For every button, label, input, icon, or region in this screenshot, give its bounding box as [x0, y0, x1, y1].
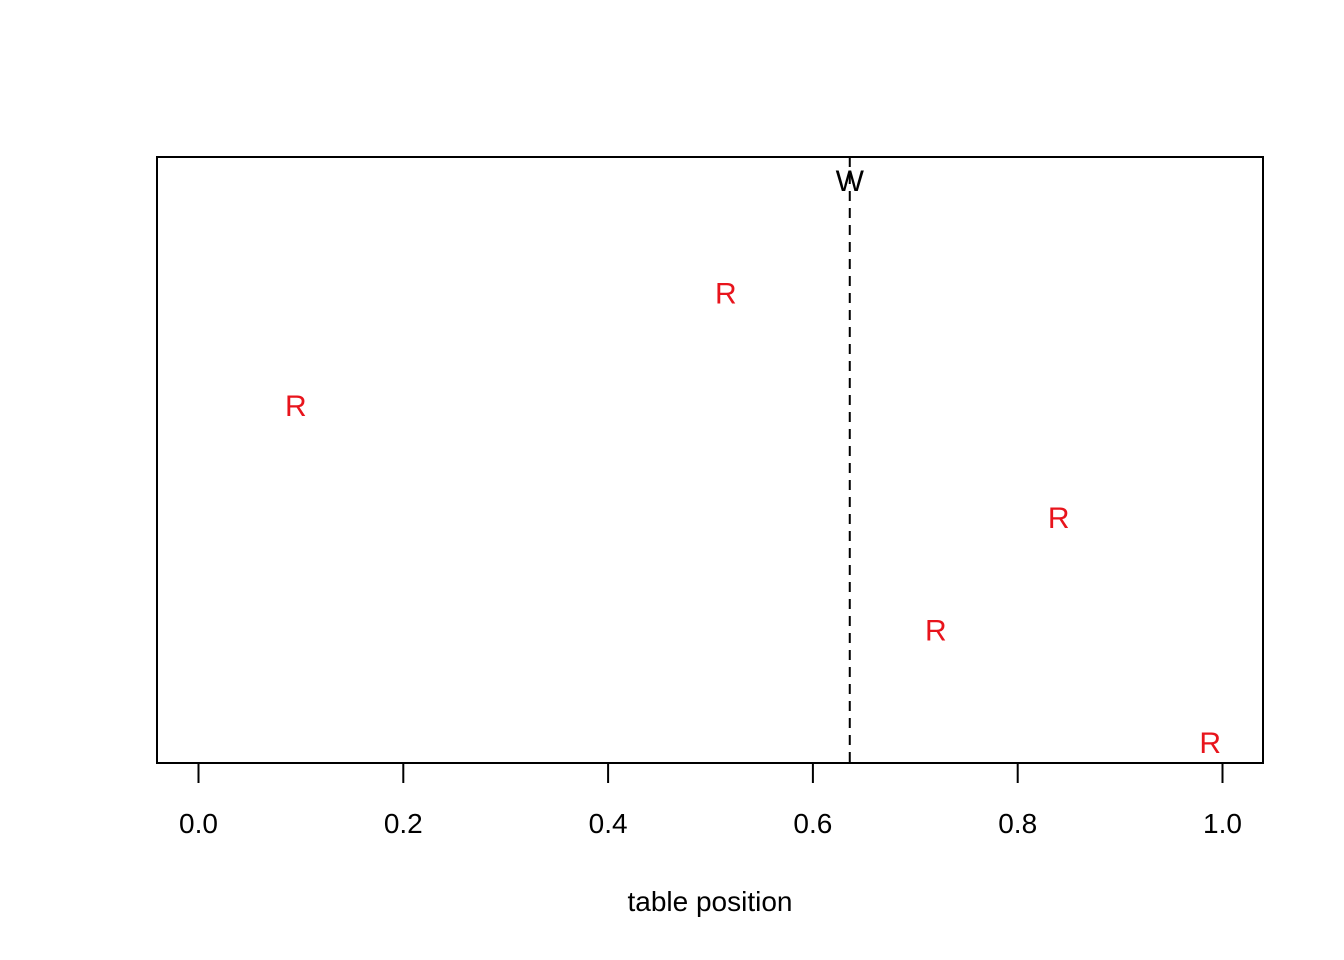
x-tick-label: 0.2	[384, 808, 423, 839]
data-point: R	[285, 390, 307, 423]
x-tick-label: 0.6	[793, 808, 832, 839]
x-tick-label: 0.4	[589, 808, 628, 839]
x-axis-label: table position	[627, 886, 792, 917]
x-tick-label: 0.8	[998, 808, 1037, 839]
data-point: R	[925, 615, 947, 648]
reference-line-label: W	[836, 165, 865, 198]
data-point: R	[1048, 502, 1070, 535]
plot-frame	[156, 156, 1264, 764]
data-points: R R R R R	[285, 277, 1221, 760]
x-tick-label: 1.0	[1203, 808, 1242, 839]
x-axis: 0.0 0.2 0.4 0.6 0.8 1.0	[179, 762, 1242, 839]
data-point: R	[1199, 727, 1221, 760]
x-tick-label: 0.0	[179, 808, 218, 839]
data-point: R	[715, 277, 737, 310]
